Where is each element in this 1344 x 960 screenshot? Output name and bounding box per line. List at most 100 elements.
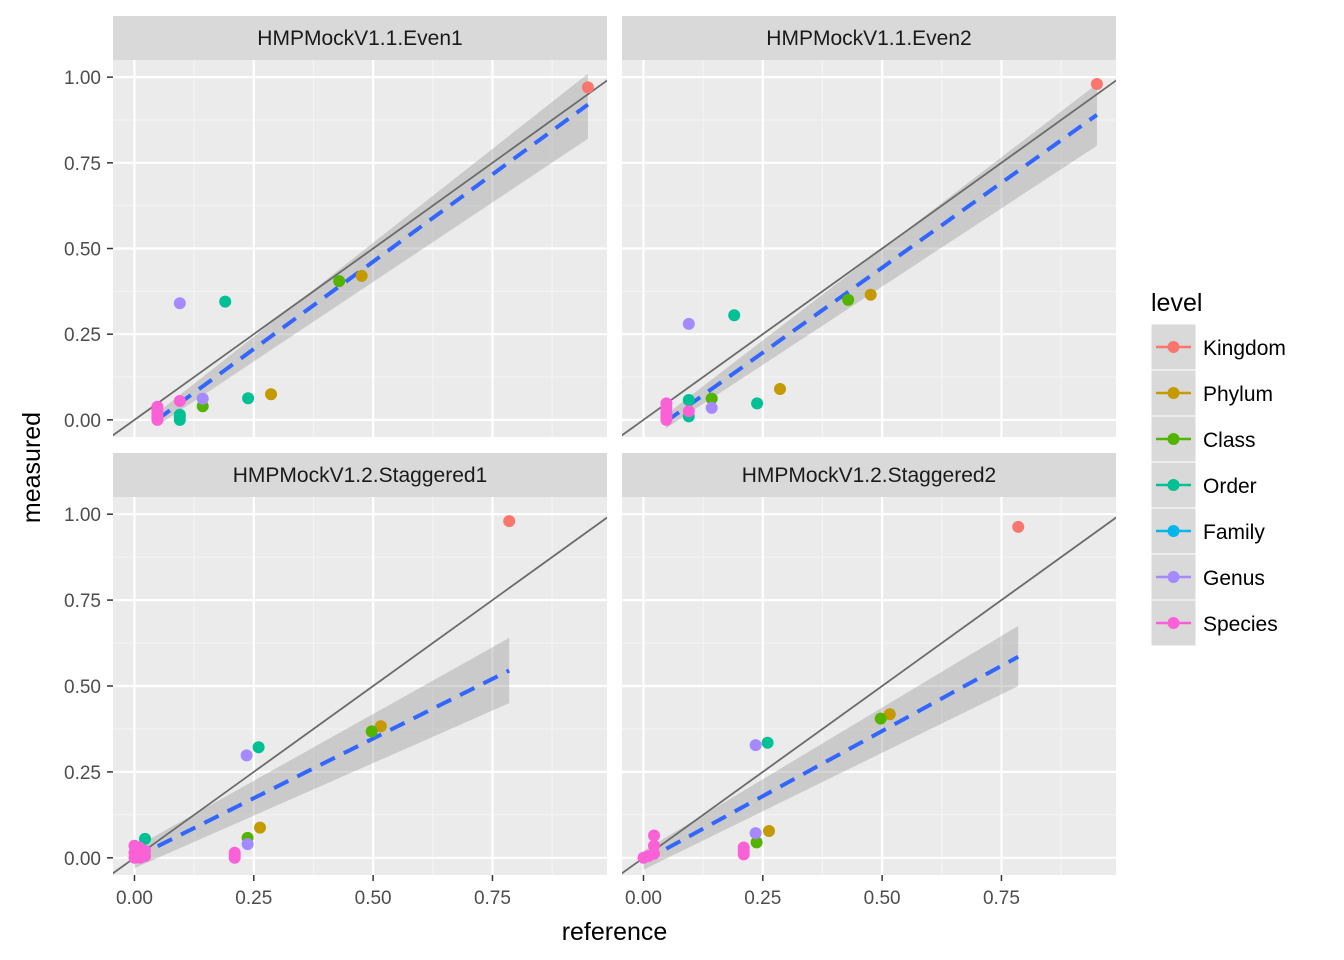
data-point [265,388,277,401]
legend: level Kingdom Phylum Class Order Family Genus… [1150,289,1286,647]
data-point [333,275,346,288]
y-tick-label: 0.50 [64,240,101,261]
y-tick-label: 0.25 [64,763,101,784]
regression-line [155,102,590,422]
data-point [254,821,266,834]
legend-label: Order [1203,475,1257,498]
data-point [864,288,877,301]
facet-strip [113,16,607,60]
regression-line [664,113,1099,424]
facet-strip-label: HMPMockV1.2.Staggered1 [233,464,487,487]
data-point [774,383,786,395]
legend-item: Order [1150,461,1257,509]
x-axis-title: reference [562,918,668,946]
data-point [503,515,516,528]
data-point [134,851,147,864]
data-point [761,736,774,749]
panel: HMPMockV1.1.Even1 0.00 0.25 0.50 0.75 1.00 [64,16,607,437]
legend-item: Class [1150,415,1256,463]
axes-layer: reference measured [18,412,667,946]
panel: HMPMockV1.2.Staggered1 0.00 0.25 0.50 0.75 1.… [64,453,607,909]
data-point [242,392,255,405]
data-point [750,836,763,849]
data-point [365,725,378,738]
data-point [1012,520,1025,533]
identity-line [622,516,1116,875]
legend-key-point [1167,341,1180,353]
x-tick-label: 0.75 [983,888,1020,909]
legend-item: Family [1150,507,1265,555]
x-tick-label: 0.75 [474,888,511,909]
legend-key-point [1167,617,1180,629]
data-point [749,739,762,752]
y-tick-label: 0.75 [64,591,101,612]
y-tick-label: 1.00 [64,505,101,526]
data-point [705,392,718,405]
data-point [883,708,896,721]
legend-item: Phylum [1150,369,1273,417]
legend-label: Kingdom [1203,337,1286,360]
confidence-band [665,84,1097,429]
facet-strip [622,453,1116,497]
data-point [196,392,209,405]
panel-content [113,73,607,437]
data-point [637,851,650,864]
legend-item: Kingdom [1150,323,1286,371]
legend-label: Family [1203,521,1265,544]
data-point [660,413,673,426]
legend-title: level [1151,289,1202,317]
data-point [648,829,660,842]
legend-label: Genus [1203,567,1265,590]
data-point [151,413,164,426]
panel-content [113,515,607,875]
data-point [228,851,241,864]
x-tick-label: 0.00 [625,888,662,909]
data-point [842,293,855,306]
x-tick-label: 0.25 [235,888,272,909]
identity-line [113,516,607,875]
y-tick-label: 0.50 [64,677,101,698]
x-tick-label: 0.50 [864,888,901,909]
legend-key-point [1167,525,1180,537]
panel: HMPMockV1.1.Even2 [622,16,1116,437]
legend-key-point [1167,571,1180,583]
data-point [737,848,750,861]
facet-strip [113,453,607,497]
legend-label: Class [1203,429,1256,452]
data-point [705,401,718,414]
y-tick-label: 1.00 [64,68,101,89]
legend-label: Species [1203,613,1278,636]
data-point [139,832,151,845]
data-point [355,269,368,282]
data-point [240,749,253,762]
identity-line [113,79,607,437]
identity-line [622,79,1116,437]
legend-key-point [1167,479,1180,491]
data-point [241,838,254,851]
legend-item: Genus [1150,553,1265,601]
panel-content [622,516,1116,875]
data-point [874,712,887,725]
facet-strip-label: HMPMockV1.1.Even2 [766,27,971,50]
y-tick-label: 0.00 [64,411,101,432]
data-point [219,295,232,308]
y-tick-label: 0.75 [64,154,101,175]
legend-item: Species [1150,599,1278,647]
data-point [751,397,764,410]
data-point [374,720,387,733]
facet-strip [622,16,1116,60]
legend-key-point [1167,387,1180,399]
y-tick-label: 0.00 [64,849,101,870]
legend-label: Phylum [1203,383,1273,406]
data-point [749,827,762,840]
data-point [173,395,186,407]
data-point [682,317,695,330]
legend-key-point [1167,433,1180,445]
x-tick-label: 0.25 [744,888,781,909]
y-tick-label: 0.25 [64,325,101,346]
data-point [682,394,695,406]
facet-strip-label: HMPMockV1.2.Staggered2 [742,464,996,487]
panel-content [622,78,1116,437]
data-point [1090,78,1103,90]
